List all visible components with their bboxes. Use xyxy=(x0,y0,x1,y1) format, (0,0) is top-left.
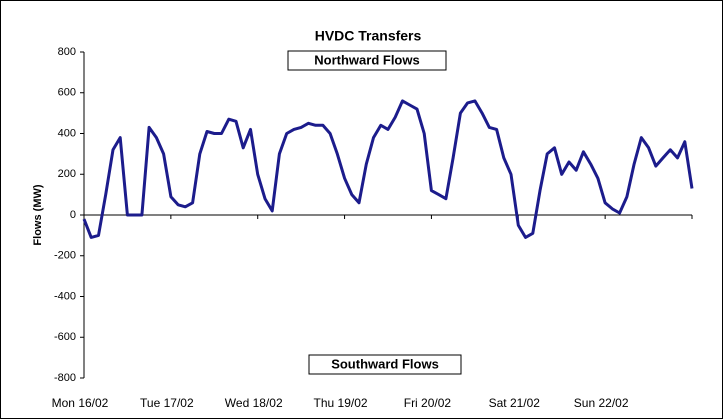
y-tick-label: -600 xyxy=(54,331,76,343)
y-tick-label: -800 xyxy=(54,372,76,384)
y-tick-label: -400 xyxy=(54,290,76,302)
x-tick-label: Tue 17/02 xyxy=(140,396,194,410)
y-tick-label: 600 xyxy=(58,87,76,99)
y-axis-label: Flows (MW) xyxy=(32,184,44,245)
y-tick-label: 0 xyxy=(70,209,76,221)
chart-title: HVDC Transfers xyxy=(315,28,422,44)
y-tick-label: -200 xyxy=(54,250,76,262)
annotation: Northward Flows xyxy=(314,52,419,67)
annotation-box xyxy=(308,354,462,375)
y-tick-label: 200 xyxy=(58,168,76,180)
annotation-box xyxy=(287,50,447,71)
x-tick-label: Thu 19/02 xyxy=(314,396,368,410)
annotation: Southward Flows xyxy=(331,356,439,371)
series-line xyxy=(82,99,694,239)
y-tick-label: 800 xyxy=(58,46,76,58)
x-tick-label: Sat 21/02 xyxy=(489,396,541,410)
x-tick-label: Sun 22/02 xyxy=(574,396,629,410)
x-tick-label: Wed 18/02 xyxy=(225,396,283,410)
x-tick-label: Mon 16/02 xyxy=(52,396,109,410)
y-tick-label: 400 xyxy=(58,127,76,139)
x-tick-label: Fri 20/02 xyxy=(404,396,452,410)
